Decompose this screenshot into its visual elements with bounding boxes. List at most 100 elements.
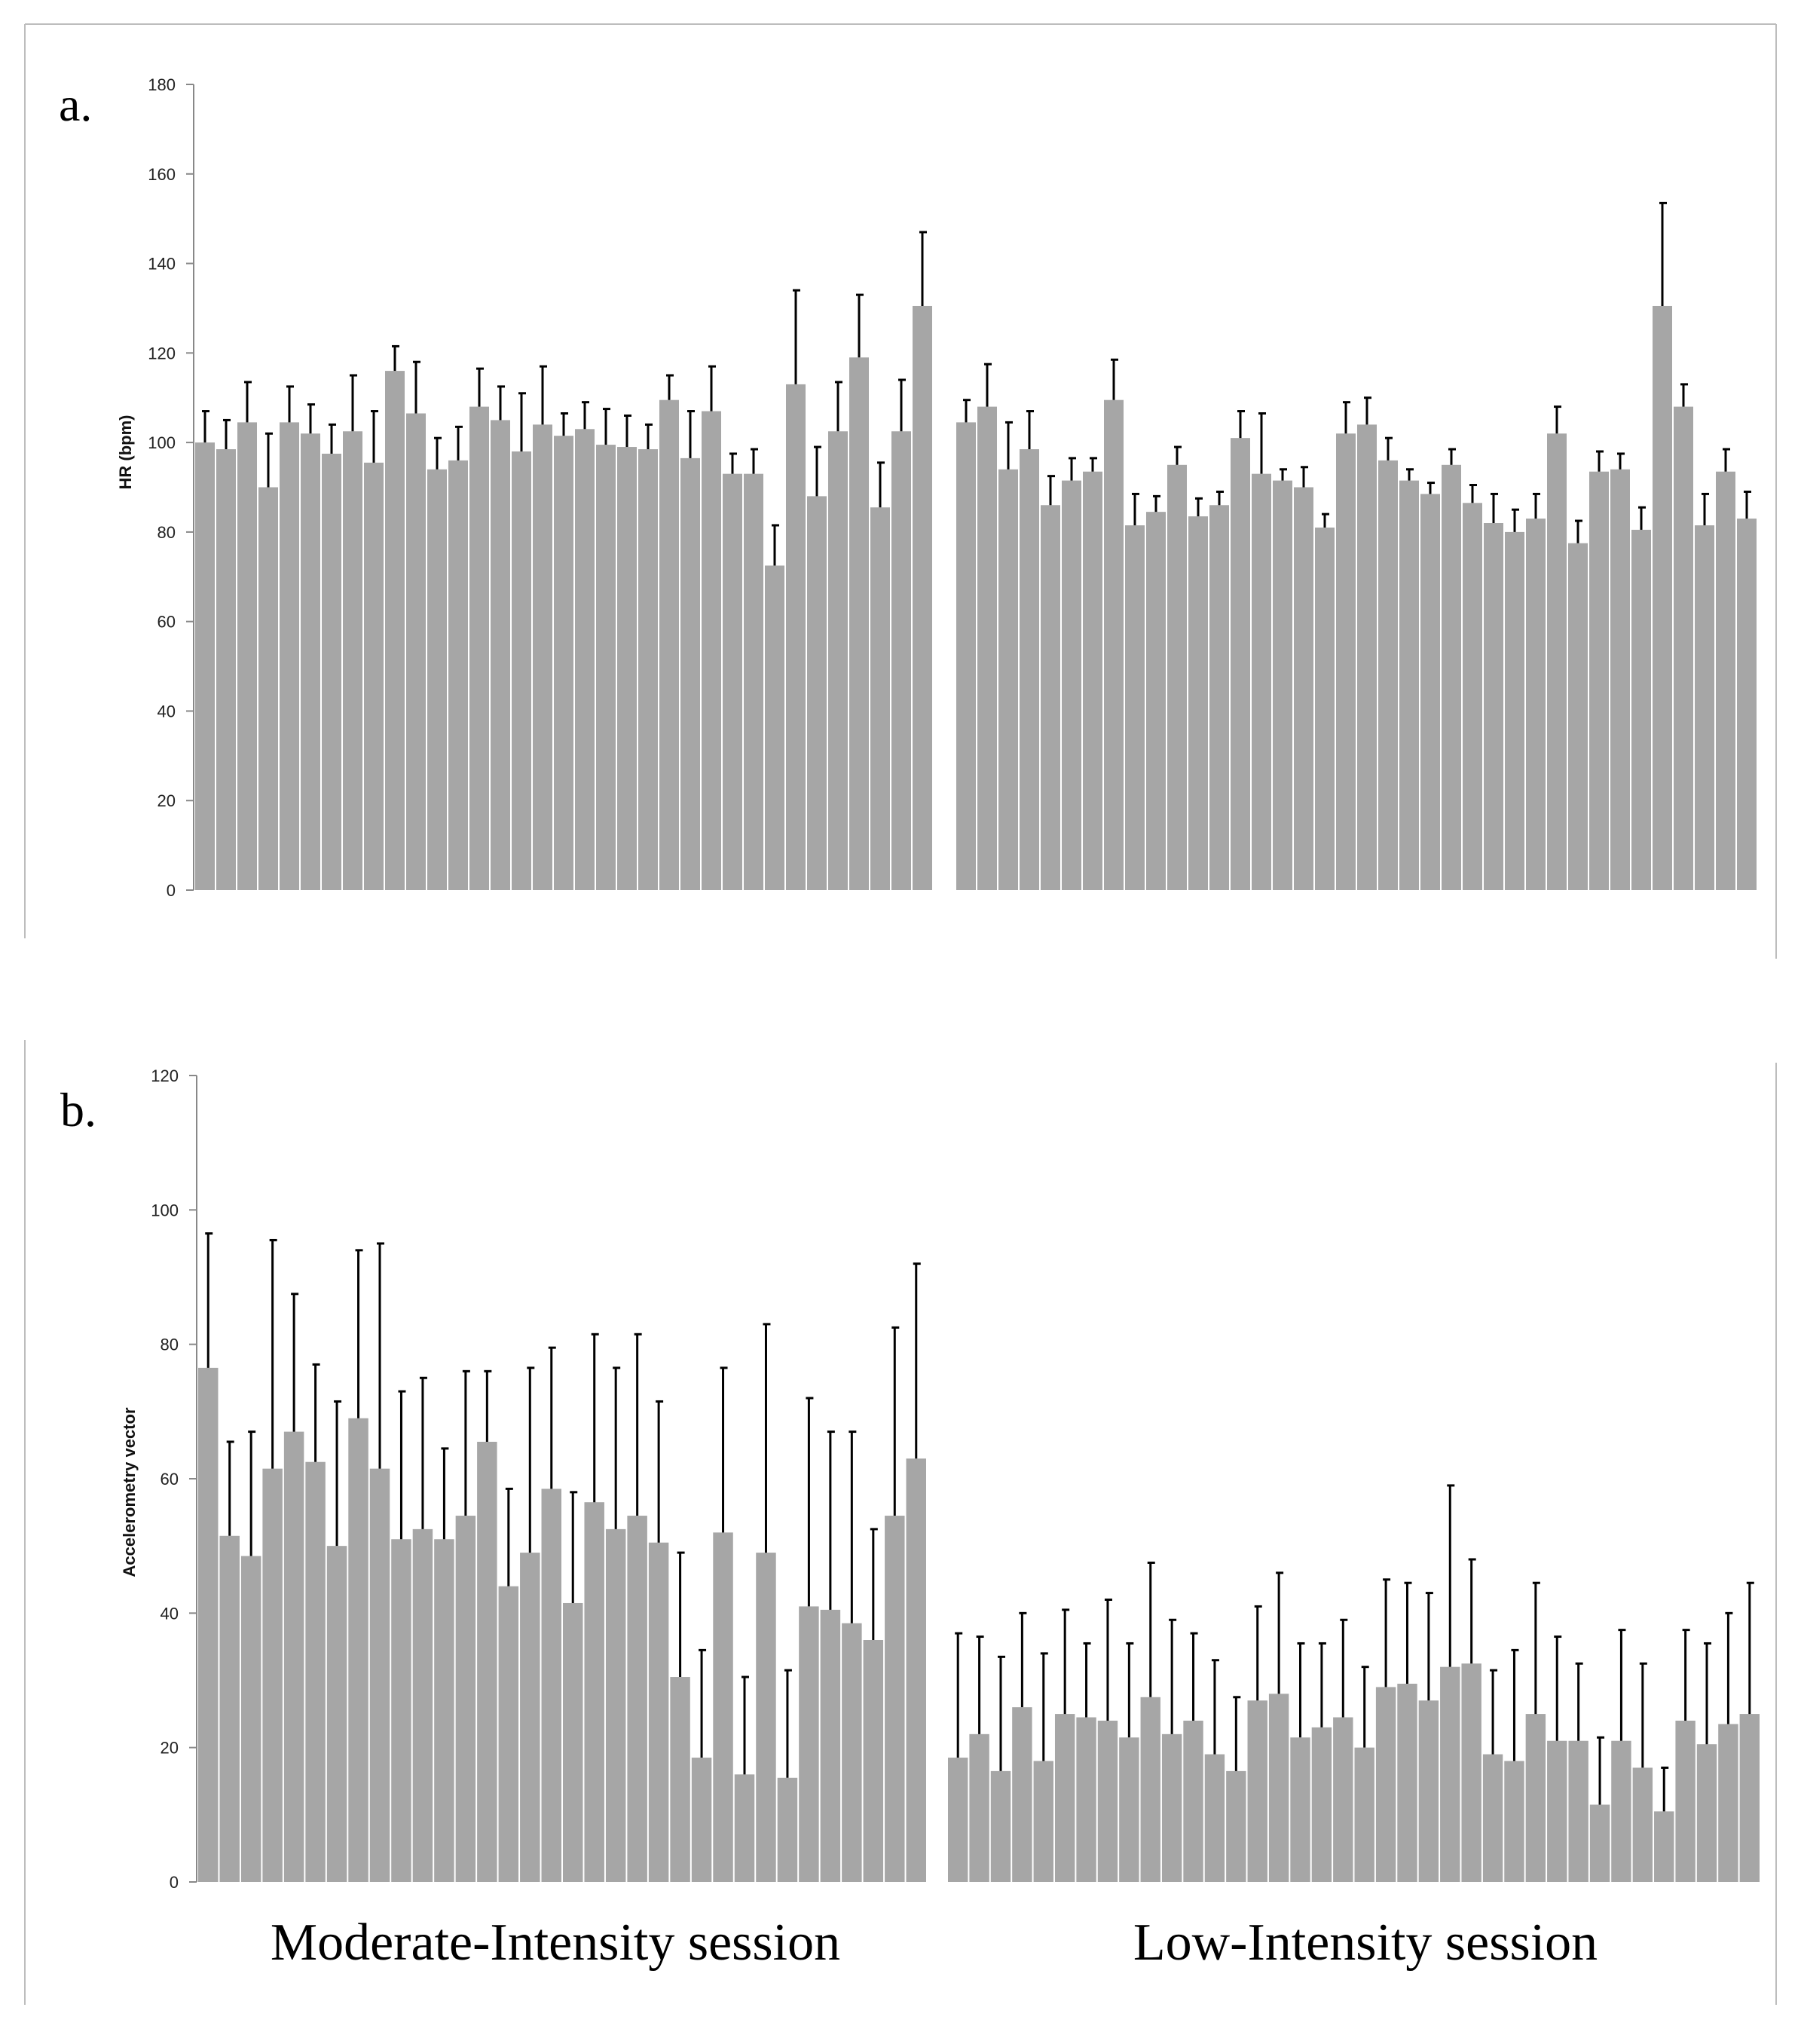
bar-hr-moderate-34 <box>891 431 911 890</box>
bar-accel-moderate-12 <box>434 1539 454 1882</box>
bar-accel-low-5 <box>1033 1761 1053 1882</box>
bar-hr-moderate-21 <box>617 447 637 890</box>
bar-hr-low-26 <box>1484 523 1503 890</box>
bar-accel-moderate-6 <box>305 1461 326 1882</box>
bar-accel-low-8 <box>1097 1721 1118 1882</box>
bar-hr-moderate-35 <box>913 305 932 891</box>
bar-accel-low-28 <box>1525 1714 1546 1882</box>
bar-accel-moderate-13 <box>455 1516 476 1882</box>
bar-hr-moderate-30 <box>807 496 827 890</box>
bar-accel-low-25 <box>1461 1663 1481 1882</box>
bar-accel-low-20 <box>1354 1747 1374 1882</box>
bar-accel-moderate-27 <box>756 1553 776 1882</box>
bar-accel-low-27 <box>1504 1761 1524 1882</box>
bar-hr-moderate-25 <box>702 411 721 890</box>
bar-hr-low-15 <box>1252 473 1271 890</box>
bar-hr-moderate-16 <box>512 451 531 890</box>
bar-accel-moderate-10 <box>391 1539 411 1882</box>
y-axis-ticks-accelerometry: 0 20 40 60 80 100 120 <box>151 1066 197 1892</box>
bar-accel-low-7 <box>1076 1717 1096 1882</box>
bar-accel-low-13 <box>1204 1754 1225 1882</box>
y-tick-label-accel-60: 60 <box>161 1470 179 1489</box>
bar-hr-low-13 <box>1209 505 1229 890</box>
bar-accel-moderate-21 <box>627 1516 647 1882</box>
bar-accel-low-26 <box>1482 1754 1503 1882</box>
bar-accel-moderate-32 <box>863 1640 884 1882</box>
bar-hr-moderate-23 <box>659 399 679 890</box>
bar-hr-low-29 <box>1547 433 1567 890</box>
bar-accel-low-1 <box>948 1758 968 1882</box>
bar-hr-moderate-2 <box>216 449 236 890</box>
y-tick-label-hr-40: 40 <box>157 702 176 721</box>
bar-accel-low-10 <box>1140 1697 1160 1882</box>
bar-hr-moderate-4 <box>258 487 278 890</box>
bar-hr-low-8 <box>1104 399 1124 890</box>
bar-hr-low-34 <box>1653 305 1672 891</box>
bar-accel-moderate-29 <box>799 1606 819 1882</box>
panel-b-label: b. <box>60 1083 96 1137</box>
bar-hr-low-24 <box>1442 464 1461 890</box>
bar-hr-low-9 <box>1125 525 1145 890</box>
bar-accel-moderate-8 <box>348 1418 368 1882</box>
y-tick-label-accel-40: 40 <box>161 1604 179 1623</box>
bar-accel-moderate-16 <box>520 1553 540 1882</box>
bar-hr-low-3 <box>998 469 1018 890</box>
bar-hr-moderate-29 <box>786 384 806 891</box>
bar-hr-moderate-14 <box>469 406 489 890</box>
bar-hr-low-12 <box>1188 516 1208 890</box>
bar-accel-low-15 <box>1247 1700 1267 1882</box>
bar-accel-moderate-25 <box>713 1532 733 1882</box>
bar-hr-low-37 <box>1716 471 1735 890</box>
bar-accel-low-16 <box>1268 1694 1289 1882</box>
bar-accel-moderate-22 <box>648 1542 669 1882</box>
bar-hr-moderate-18 <box>554 436 573 890</box>
bar-accel-moderate-1 <box>198 1367 219 1882</box>
y-tick-label-hr-0: 0 <box>167 881 176 900</box>
bar-hr-moderate-17 <box>533 424 552 890</box>
y-axis-title-accelerometry: Accelerometry vector <box>120 1407 139 1577</box>
bar-hr-low-22 <box>1399 480 1419 890</box>
bar-hr-low-36 <box>1695 525 1714 890</box>
bar-hr-moderate-19 <box>575 429 595 890</box>
bar-accel-low-24 <box>1440 1666 1460 1882</box>
bar-accel-low-38 <box>1739 1714 1760 1882</box>
bar-accel-moderate-17 <box>541 1489 561 1882</box>
bar-accel-moderate-11 <box>412 1528 433 1882</box>
bar-accel-low-36 <box>1696 1744 1717 1882</box>
bar-hr-moderate-33 <box>870 507 890 890</box>
bar-accel-low-33 <box>1632 1767 1653 1882</box>
bar-hr-low-33 <box>1631 529 1651 890</box>
bar-accel-moderate-15 <box>498 1586 519 1882</box>
bar-accel-low-18 <box>1311 1727 1332 1882</box>
bar-accel-low-12 <box>1183 1721 1203 1882</box>
bar-hr-moderate-32 <box>849 357 869 890</box>
bar-hr-low-31 <box>1589 471 1609 890</box>
bar-hr-low-5 <box>1041 505 1060 890</box>
bar-hr-low-38 <box>1737 519 1757 890</box>
panel-a-label: a. <box>59 78 92 131</box>
bar-accel-moderate-9 <box>369 1468 390 1882</box>
bar-accel-moderate-28 <box>777 1777 798 1882</box>
bar-hr-low-27 <box>1505 531 1524 890</box>
bar-hr-moderate-15 <box>491 420 510 890</box>
y-axis-ticks-hr: 0 20 40 60 80 100 120 140 160 180 <box>148 75 194 900</box>
bar-hr-low-23 <box>1420 494 1440 890</box>
y-tick-label-accel-120: 120 <box>151 1066 179 1085</box>
bar-hr-low-6 <box>1062 480 1081 890</box>
y-tick-label-hr-120: 120 <box>148 344 176 363</box>
bar-accel-moderate-20 <box>605 1528 626 1882</box>
bar-hr-low-17 <box>1294 487 1313 890</box>
bar-hr-low-1 <box>956 422 976 890</box>
bar-accel-moderate-30 <box>820 1609 841 1882</box>
bar-accel-low-34 <box>1654 1811 1674 1882</box>
bar-accel-moderate-18 <box>563 1602 583 1882</box>
y-tick-label-hr-140: 140 <box>148 255 176 274</box>
y-tick-label-hr-160: 160 <box>148 165 176 184</box>
bar-accel-moderate-19 <box>584 1502 604 1882</box>
bar-hr-low-19 <box>1336 433 1356 890</box>
bar-hr-moderate-7 <box>322 453 341 890</box>
bar-hr-low-14 <box>1231 438 1250 890</box>
bar-accel-low-17 <box>1290 1737 1310 1882</box>
bar-hr-moderate-8 <box>343 431 362 890</box>
